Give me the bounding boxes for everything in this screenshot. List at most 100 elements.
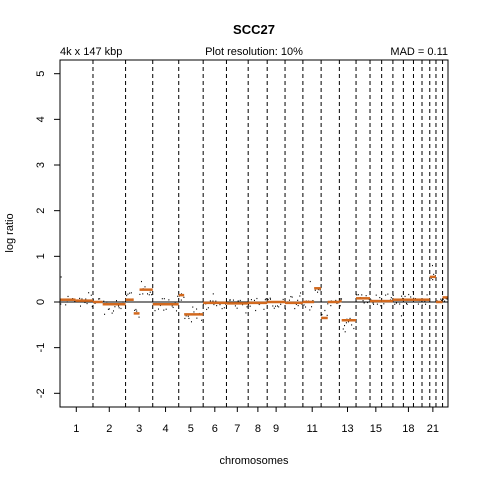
data-point xyxy=(139,293,141,296)
data-point xyxy=(353,327,355,330)
data-point xyxy=(86,302,88,305)
data-point xyxy=(406,303,408,305)
data-point xyxy=(120,307,122,310)
data-point xyxy=(444,300,446,302)
y-tick-label: 5 xyxy=(35,71,47,77)
annotation-right: MAD = 0.11 xyxy=(390,46,448,58)
data-point xyxy=(421,300,423,302)
data-point xyxy=(163,309,165,311)
data-point xyxy=(379,296,381,299)
outlier-point xyxy=(400,315,402,317)
data-point xyxy=(280,303,282,305)
data-point xyxy=(129,292,131,294)
data-point xyxy=(367,301,369,304)
x-tick-label: 5 xyxy=(188,423,194,435)
data-point xyxy=(442,298,444,300)
segments xyxy=(60,275,448,322)
data-point xyxy=(74,300,76,303)
data-point xyxy=(339,305,341,307)
x-tick-label: 8 xyxy=(255,423,261,435)
data-point xyxy=(185,315,187,317)
data-point xyxy=(202,303,204,306)
data-point xyxy=(144,286,146,288)
data-point xyxy=(103,300,105,302)
data-point xyxy=(383,303,385,305)
data-point xyxy=(356,294,358,296)
data-point xyxy=(79,305,81,307)
data-point xyxy=(249,305,251,307)
data-point xyxy=(345,322,347,324)
data-point xyxy=(79,297,81,300)
data-point xyxy=(118,307,120,309)
data-point xyxy=(387,293,389,295)
data-point xyxy=(430,277,432,279)
data-point xyxy=(201,319,203,321)
y-tick-label: -1 xyxy=(35,343,47,353)
data-point xyxy=(91,305,93,308)
data-point xyxy=(314,289,316,291)
data-point xyxy=(399,303,401,305)
outlier-point xyxy=(309,280,311,283)
data-point xyxy=(340,298,342,300)
data-point xyxy=(142,293,144,295)
data-point xyxy=(245,312,247,314)
x-tick-label: 1 xyxy=(73,423,79,435)
data-point xyxy=(234,305,236,307)
data-point xyxy=(446,298,448,300)
data-point xyxy=(138,316,140,318)
data-point xyxy=(149,291,151,293)
data-point xyxy=(402,297,404,300)
outlier-point xyxy=(344,331,346,333)
data-point xyxy=(372,302,374,304)
data-point xyxy=(363,302,365,304)
y-tick-label: 4 xyxy=(35,116,47,122)
y-tick-label: 0 xyxy=(35,299,47,305)
data-point xyxy=(295,303,297,306)
y-tick-label: 1 xyxy=(35,253,47,259)
data-point xyxy=(413,297,415,299)
data-point xyxy=(327,303,329,305)
data-point xyxy=(276,305,278,307)
data-point xyxy=(401,295,403,297)
data-point xyxy=(319,289,321,291)
data-point xyxy=(196,317,198,319)
data-point xyxy=(184,317,186,320)
data-point xyxy=(174,301,176,303)
data-point xyxy=(232,299,234,301)
data-point xyxy=(309,309,311,311)
data-point xyxy=(275,305,277,307)
outlier-point xyxy=(140,280,142,283)
data-point xyxy=(66,301,68,303)
data-point xyxy=(404,295,406,298)
data-point xyxy=(148,294,150,296)
data-point xyxy=(301,303,303,306)
data-point xyxy=(303,304,305,306)
data-point xyxy=(67,295,69,298)
data-point xyxy=(113,310,115,312)
data-point xyxy=(270,298,272,300)
data-point xyxy=(151,294,153,296)
data-point xyxy=(392,294,394,296)
data-point xyxy=(297,304,299,307)
data-point xyxy=(278,306,280,308)
data-point xyxy=(229,299,231,301)
data-point xyxy=(349,317,351,320)
data-point xyxy=(284,308,286,310)
data-point xyxy=(88,292,90,294)
data-point xyxy=(81,298,83,300)
data-point xyxy=(246,306,248,308)
data-point xyxy=(362,300,364,302)
data-point xyxy=(424,300,426,302)
data-point xyxy=(357,294,359,296)
x-tick-label: 18 xyxy=(402,423,414,435)
data-point xyxy=(326,314,328,316)
x-tick-label: 15 xyxy=(370,423,382,435)
data-point xyxy=(421,304,423,306)
data-point xyxy=(273,307,275,309)
data-point xyxy=(344,324,346,327)
outlier-point xyxy=(212,293,214,295)
chromosome-boundaries xyxy=(92,60,444,407)
data-point xyxy=(239,299,241,302)
data-point xyxy=(163,298,165,300)
data-point xyxy=(213,303,215,306)
